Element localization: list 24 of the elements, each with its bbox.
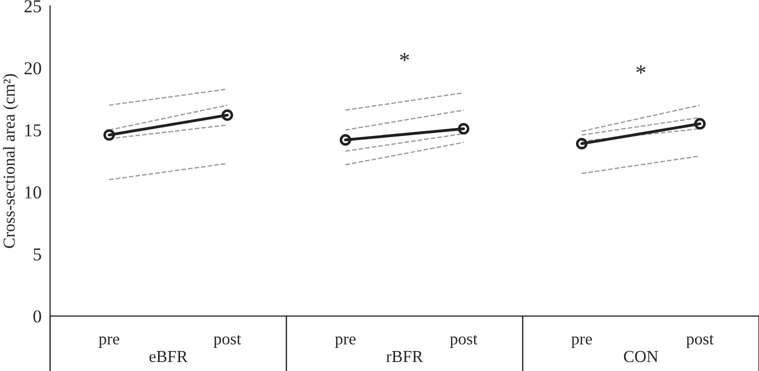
y-tick-label: 0 [33,310,42,323]
annotation: * [400,53,410,62]
y-tick-label: 25 [24,0,42,12]
point [103,129,115,141]
point [694,118,706,130]
y-tick-label: 10 [25,186,42,198]
text: eBFR [149,351,188,362]
point [458,122,470,135]
x-tick-label: post [450,334,478,348]
text: rBFR [386,351,424,362]
annotation: * [636,65,646,74]
text: CON [624,350,658,362]
x-tick-label: pre [335,336,356,348]
y-tick-label: 5 [34,248,42,261]
x-tick-label: post [686,334,714,348]
y-tick-label: 20 [24,62,42,74]
x-tick-label: post [214,334,242,348]
y-axis-title: Cross-sectional area (cm²) [3,74,18,248]
y-tick-label: 15 [25,124,42,136]
point [340,134,352,146]
x-tick-label: pre [571,336,592,348]
point [576,138,588,150]
x-tick-label: pre [98,336,120,348]
point [222,109,234,121]
